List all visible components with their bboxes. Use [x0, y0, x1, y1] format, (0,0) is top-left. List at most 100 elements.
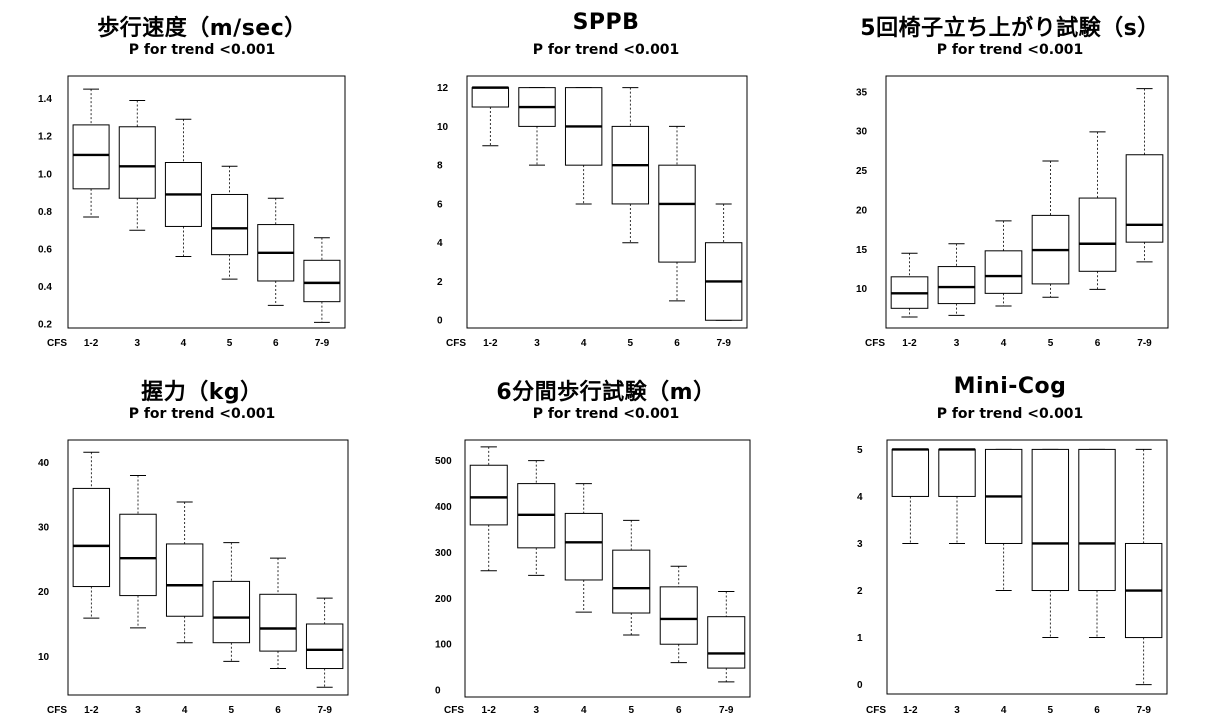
x-tick-label: 4: [182, 705, 188, 716]
x-tick-label: 1-2: [483, 338, 498, 349]
x-tick-label: 4: [181, 338, 187, 349]
box-iqr: [937, 266, 976, 305]
y-tick-label: 2: [437, 277, 443, 288]
x-axis-label: CFS: [47, 338, 67, 349]
x-tick-label: 3: [954, 338, 960, 349]
box-iqr: [305, 623, 344, 670]
x-tick-label: 3: [533, 705, 539, 716]
x-axis-label: CFS: [865, 338, 885, 349]
y-tick-label: 30: [856, 127, 868, 138]
chart-title: Mini-Cog: [953, 374, 1067, 399]
x-tick-label: 4: [1001, 338, 1007, 349]
chart-panel-6min-walk: 6分間歩行試験（m） P for trend <0.001 0 100 200 300…: [404, 364, 808, 728]
boxplot: 10 15 20 25 30 35 CFS 1-2 3 4 5 6 7-9: [856, 75, 1169, 349]
x-tick-label: 5: [628, 705, 634, 716]
x-tick-label: 4: [1001, 705, 1007, 716]
x-tick-label: 5: [1048, 705, 1054, 716]
x-tick-label: 6: [1095, 338, 1101, 349]
x-tick-label: 1-2: [84, 338, 99, 349]
box-iqr: [938, 448, 976, 497]
box-iqr: [891, 448, 930, 497]
box-iqr: [1078, 197, 1117, 272]
chart-panel-grip-strength: 握力（kg） P for trend <0.001 10 20 30 40 CFS 1-2…: [0, 364, 404, 728]
y-tick-label: 500: [435, 456, 452, 467]
y-tick-label: 2: [857, 586, 863, 597]
x-tick-label: 7-9: [719, 705, 734, 716]
x-tick-label: 7-9: [716, 338, 731, 349]
chart-title: 握力（kg）: [141, 380, 263, 405]
boxplot: 0 2 4 6 8 10 12 CFS 1-2 3 4 5 6 7-9: [437, 75, 748, 349]
box-iqr: [165, 543, 204, 617]
y-tick-label: 0.4: [38, 282, 52, 293]
y-tick-label: 4: [857, 492, 863, 503]
x-tick-label: 7-9: [315, 338, 330, 349]
x-tick-label: 6: [275, 705, 281, 716]
y-tick-label: 12: [437, 83, 449, 94]
chart-subtitle: P for trend <0.001: [128, 406, 276, 422]
box-iqr: [211, 193, 249, 256]
y-tick-label: 20: [38, 587, 50, 598]
y-tick-label: 10: [437, 122, 449, 133]
box-iqr: [984, 250, 1023, 294]
y-tick-label: 10: [856, 284, 868, 295]
y-tick-label: 4: [437, 238, 443, 249]
x-axis-label: CFS: [866, 705, 886, 716]
x-tick-label: 5: [229, 705, 235, 716]
chart-title: 5回椅子立ち上がり試験（s）: [860, 16, 1160, 41]
y-tick-label: 5: [857, 445, 863, 456]
chart-subtitle: P for trend <0.001: [936, 406, 1084, 422]
chart-subtitle: P for trend <0.001: [936, 42, 1084, 58]
x-tick-label: 6: [1094, 705, 1100, 716]
y-tick-label: 0: [857, 680, 863, 691]
plot-frame: [464, 439, 751, 698]
box-iqr: [471, 87, 510, 108]
box-iqr: [1125, 154, 1164, 243]
plot-frame: [886, 439, 1168, 695]
box-iqr: [72, 124, 110, 190]
y-tick-label: 1.0: [38, 169, 52, 180]
y-tick-label: 0.8: [38, 207, 52, 218]
x-tick-label: 7-9: [1136, 705, 1151, 716]
y-tick-label: 15: [856, 245, 868, 256]
x-tick-label: 5: [227, 338, 233, 349]
chart-panel-mini-cog: Mini-Cog P for trend <0.001 0 1 2 3 4 5 CFS 1-2…: [808, 364, 1212, 728]
plot-frame: [67, 439, 349, 696]
chart-title: SPPB: [572, 10, 640, 35]
x-tick-label: 6: [674, 338, 680, 349]
y-tick-label: 1.4: [38, 94, 52, 105]
x-tick-label: 3: [534, 338, 540, 349]
x-tick-label: 1-2: [84, 705, 99, 716]
box-iqr: [118, 126, 156, 199]
x-tick-label: 5: [1048, 338, 1054, 349]
x-axis-label: CFS: [446, 338, 466, 349]
x-tick-label: 5: [628, 338, 634, 349]
x-tick-label: 1-2: [482, 705, 497, 716]
x-axis-label: CFS: [47, 705, 67, 716]
plot-frame: [466, 75, 748, 329]
chart-subtitle: P for trend <0.001: [532, 42, 680, 58]
box-iqr: [259, 593, 297, 652]
x-tick-label: 1-2: [902, 338, 917, 349]
y-tick-label: 40: [38, 458, 50, 469]
y-tick-label: 0: [437, 316, 443, 327]
box-iqr: [612, 549, 651, 614]
y-tick-label: 1.2: [38, 132, 52, 143]
y-tick-label: 8: [437, 161, 443, 172]
plot-frame: [885, 75, 1169, 329]
box-iqr: [564, 512, 603, 581]
chart-title: 6分間歩行試験（m）: [496, 380, 716, 405]
y-tick-label: 20: [856, 205, 868, 216]
x-tick-label: 3: [134, 338, 140, 349]
y-tick-label: 1: [857, 633, 863, 644]
box-iqr: [659, 586, 698, 645]
chart-title: 歩行速度（m/sec）: [97, 16, 307, 41]
x-axis-label: CFS: [444, 705, 464, 716]
boxplot: 0 100 200 300 400 500 CFS 1-2 3 4 5 6 7-9: [435, 439, 751, 716]
y-tick-label: 0: [435, 686, 441, 697]
x-tick-label: 3: [135, 705, 141, 716]
box-iqr: [707, 616, 746, 669]
x-tick-label: 4: [581, 705, 587, 716]
y-tick-label: 35: [856, 87, 868, 98]
box-iqr: [1078, 448, 1116, 592]
box-iqr: [212, 580, 251, 644]
